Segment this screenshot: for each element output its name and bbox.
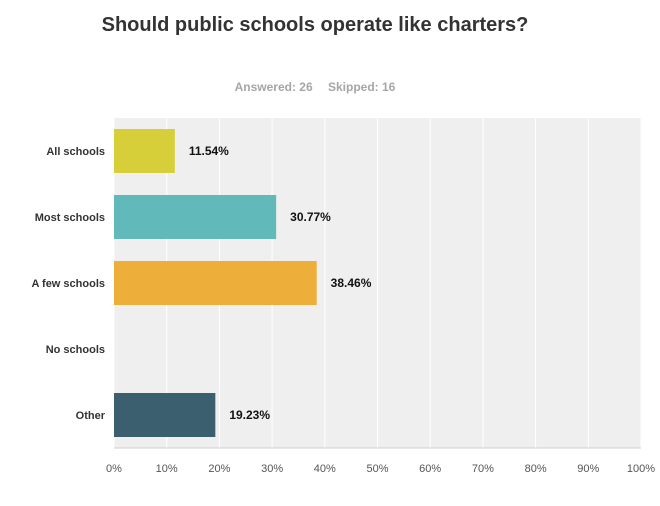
data-label: 19.23% (229, 408, 270, 422)
x-tick-label: 100% (627, 463, 655, 475)
bar (114, 393, 216, 437)
x-tick-label: 20% (208, 463, 230, 475)
x-tick-label: 30% (261, 463, 283, 475)
x-tick-label: 50% (366, 463, 388, 475)
bar (114, 195, 277, 239)
x-tick-label: 0% (106, 463, 122, 475)
skipped-count: Skipped: 16 (328, 80, 396, 94)
bar (114, 129, 175, 173)
data-label: 11.54% (189, 144, 229, 158)
data-label: 38.46% (331, 276, 372, 290)
x-tick-label: 60% (419, 463, 441, 475)
response-stats: Answered: 26 Skipped: 16 (0, 80, 630, 94)
x-tick-label: 90% (577, 463, 599, 475)
category-label: Most schools (35, 212, 105, 224)
category-label: Other (76, 410, 106, 422)
category-label: No schools (46, 344, 105, 356)
category-label: All schools (46, 146, 105, 158)
x-tick-label: 70% (472, 463, 494, 475)
bar (114, 261, 317, 305)
x-tick-label: 80% (525, 463, 547, 475)
x-tick-label: 10% (156, 463, 178, 475)
category-label: A few schools (31, 278, 105, 290)
x-tick-label: 40% (314, 463, 336, 475)
chart-title: Should public schools operate like chart… (101, 14, 529, 36)
answered-count: Answered: 26 (234, 80, 313, 94)
data-label: 30.77% (290, 210, 331, 224)
